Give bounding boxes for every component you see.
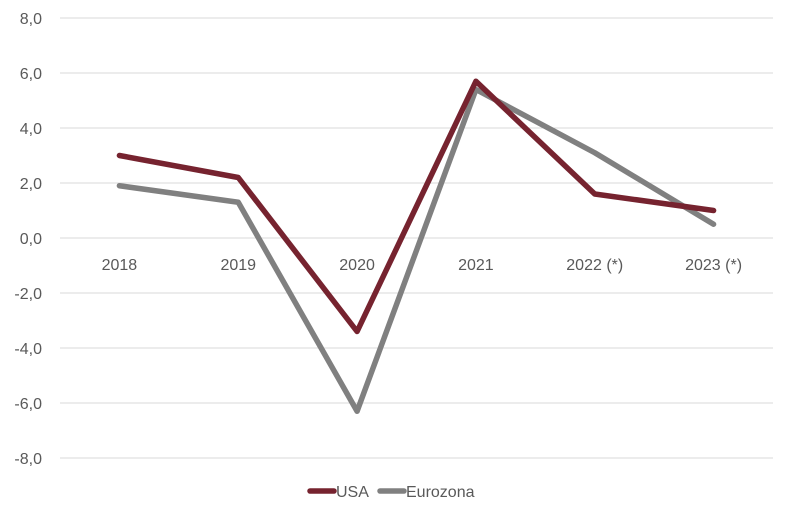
legend: USA Eurozona — [307, 484, 475, 501]
y-tick-label: -6,0 — [14, 396, 42, 413]
x-tick-label: 2022 (*) — [566, 257, 623, 274]
x-tick-label: 2020 — [339, 257, 375, 274]
y-tick-label: -8,0 — [14, 451, 42, 468]
x-tick-label: 2023 (*) — [685, 257, 742, 274]
series-line-usa — [116, 78, 717, 335]
y-tick-label: 2,0 — [20, 176, 42, 193]
x-tick-label: 2021 — [458, 257, 494, 274]
x-tick-label: 2019 — [220, 257, 256, 274]
series-line-eurozona — [116, 86, 717, 414]
gridlines — [60, 17, 773, 459]
y-tick-label: -2,0 — [14, 286, 42, 303]
y-axis-tick-labels: -8,0 -6,0 -4,0 -2,0 0,0 2,0 4,0 6,0 8,0 — [14, 11, 42, 468]
y-tick-label: -4,0 — [14, 341, 42, 358]
y-tick-label: 6,0 — [20, 66, 42, 83]
y-tick-label: 8,0 — [20, 11, 42, 28]
y-tick-label: 4,0 — [20, 121, 42, 138]
y-tick-label: 0,0 — [20, 231, 42, 248]
legend-label-usa: USA — [336, 484, 369, 501]
x-axis-tick-labels: 2018 2019 2020 2021 2022 (*) 2023 (*) — [102, 257, 742, 274]
x-tick-label: 2018 — [102, 257, 138, 274]
legend-label-eurozona: Eurozona — [406, 484, 475, 501]
series-lines — [116, 78, 717, 414]
